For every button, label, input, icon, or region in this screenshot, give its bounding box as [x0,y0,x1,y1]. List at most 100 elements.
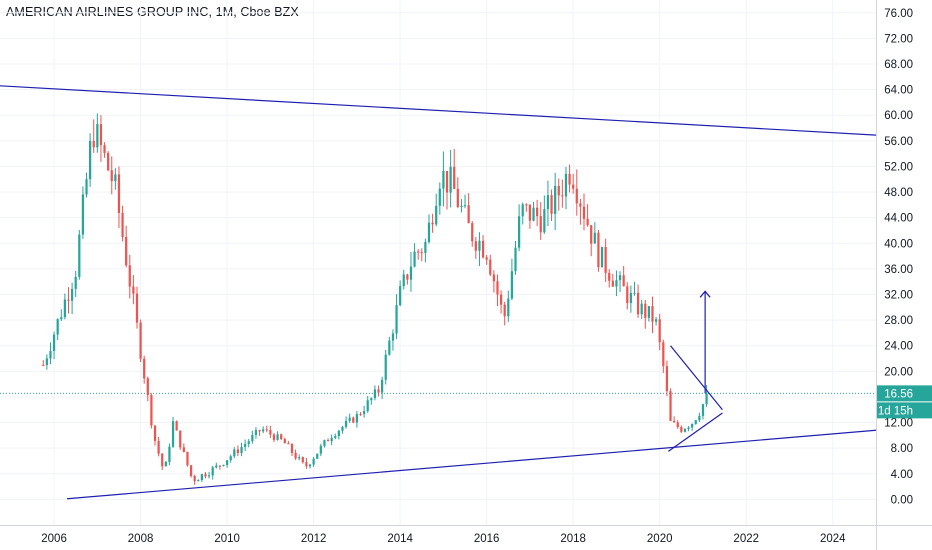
candle-body [164,461,167,467]
candle-body [633,292,636,294]
candle-body [399,286,402,306]
candle-body [168,446,171,462]
candle-body [287,443,290,445]
y-tick-label: 36.00 [884,264,913,276]
candle-body [366,400,369,412]
candle-body [384,354,387,380]
candle-body [236,449,240,454]
candle-body [478,240,481,251]
candle-body [74,276,77,289]
candle-body [381,379,384,393]
candle-body [687,427,690,429]
x-tick-label: 2024 [820,533,846,545]
candle-body [644,303,647,318]
candle-body [417,251,420,253]
candle-body [215,465,218,468]
trendline-triangle-lower[interactable] [668,412,723,452]
candle-body [186,451,189,466]
candle-body [193,476,196,482]
candle-body [330,437,333,442]
trendline-lower-support[interactable] [67,429,877,500]
candle-body [132,286,135,294]
candle-body [240,446,243,454]
x-tick-label: 2016 [474,533,500,545]
candle-body [323,440,326,446]
candle-body [557,185,560,196]
candle-body [525,204,528,206]
x-tick-label: 2014 [387,533,413,545]
candle-body [326,440,330,442]
candle-body [654,319,658,322]
candle-body [247,441,250,445]
candle-body [395,305,398,334]
candle-body [651,306,654,322]
candle-body [352,417,355,423]
x-tick-label: 2022 [733,533,759,545]
candle-body [179,430,182,448]
candle-body [258,430,261,432]
candle-body [467,205,470,224]
candle-body [575,188,578,204]
candle-body [377,389,380,393]
candle-body [81,194,85,235]
candle-body [70,288,74,301]
candle-body [150,395,153,426]
candle-body [110,170,113,182]
candle-body [96,124,99,148]
candle-body [618,275,622,281]
y-tick-label: 72.00 [884,33,913,45]
candle-body [334,436,337,438]
candle-body [676,422,679,428]
trendline-upper-resistance[interactable] [0,85,877,136]
candle-body [474,241,477,251]
candle-body [582,206,586,219]
candle-body [442,170,445,189]
trendline-triangle-upper[interactable] [670,345,723,411]
countdown-badge [877,402,932,419]
candle-body [485,257,488,260]
candle-body [189,465,193,477]
candle-body [373,389,377,399]
candle-body [99,124,103,146]
candle-body [103,145,106,153]
candle-body [435,205,438,225]
candle-body [705,393,708,405]
candle-body [276,434,279,440]
candle-body [52,334,56,351]
y-tick-label: 4.00 [891,469,913,481]
candle-body [424,242,427,253]
candle-body [409,266,413,280]
candle-body [463,205,467,207]
candle-body [355,414,359,423]
candle-body [175,421,178,431]
candle-body [161,453,164,467]
y-tick-label: 24.00 [884,341,913,353]
candle-body [272,434,276,440]
candle-body [229,456,232,461]
x-tick-label: 2008 [128,533,154,545]
candle-body [305,462,308,467]
candle-body [532,207,535,221]
candle-body [316,453,319,459]
y-tick-label: 20.00 [884,366,913,378]
y-tick-label: 44.00 [884,213,913,225]
candle-body [121,213,124,238]
x-tick-label: 2012 [301,533,327,545]
candle-body [280,434,283,440]
candle-body [265,429,268,431]
candle-body [604,247,607,273]
candle-body [341,426,344,431]
candle-body [406,274,409,280]
candle-body [528,204,532,221]
y-tick-label: 56.00 [884,136,913,148]
candle-body [572,184,575,189]
candle-body [564,173,568,197]
candle-body [489,259,492,275]
candle-body [207,475,211,477]
candle-body [211,467,214,476]
candle-body [521,204,524,217]
candle-body [543,209,546,233]
candle-body [298,457,301,459]
x-tick-label: 2006 [41,533,67,545]
